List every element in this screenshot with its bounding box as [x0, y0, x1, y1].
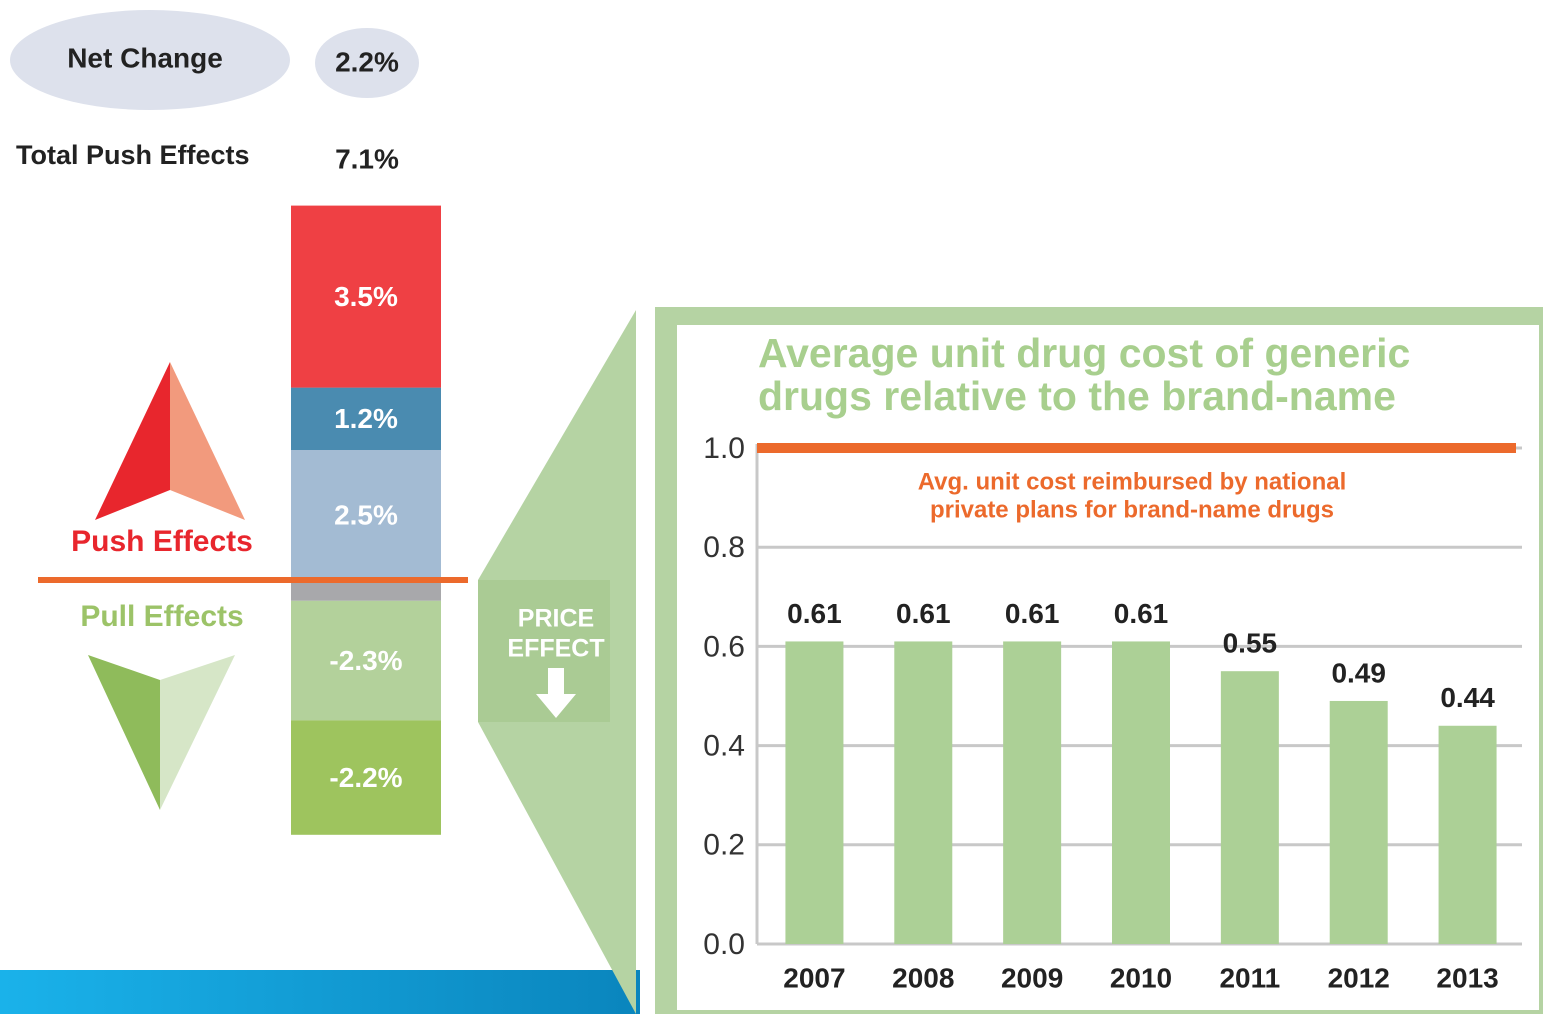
chart-title: Average unit drug cost of generic — [758, 330, 1410, 376]
y-tick-label: 0.2 — [703, 829, 745, 862]
value-label: -2.3% — [329, 645, 402, 676]
axis-line — [38, 577, 468, 583]
value-label: 2.5% — [334, 499, 398, 530]
bar — [1438, 725, 1497, 944]
pull-arrow — [160, 655, 235, 810]
value-label: 1.2% — [334, 403, 398, 434]
bar-segment — [291, 387, 441, 450]
net-change-value-bubble — [315, 28, 419, 98]
bar-segment — [291, 720, 441, 835]
y-tick-label: 1.0 — [703, 432, 745, 465]
value-label: -2.2% — [329, 762, 402, 793]
bar-segment — [291, 580, 441, 601]
bar — [1112, 641, 1170, 944]
bar — [1329, 700, 1388, 944]
push-label: Push Effects — [71, 525, 253, 558]
y-tick-label: 0.8 — [703, 531, 745, 564]
x-tick-label: 2008 — [892, 962, 954, 993]
reference-line — [757, 443, 1516, 453]
bar — [1220, 671, 1279, 944]
y-tick-label: 0.0 — [703, 928, 745, 961]
reference-label: Avg. unit cost reimbursed by national — [918, 468, 1347, 495]
stacked-bar-chart: 2.5% 1.2% 3.5% -2.3% -2.2% — [38, 205, 468, 835]
value-label: 0.49 — [1331, 657, 1386, 688]
bar — [1003, 641, 1062, 944]
bar — [785, 641, 844, 944]
value-label: 3.5% — [334, 281, 398, 312]
bar-segment — [291, 205, 441, 388]
chart-title: drugs relative to the brand-name — [758, 373, 1396, 419]
x-tick-label: 2011 — [1219, 962, 1280, 993]
pull-arrow — [88, 655, 160, 810]
value-label: 0.55 — [1223, 628, 1278, 659]
y-tick-label: 0.6 — [703, 630, 745, 663]
value-label: 0.61 — [896, 598, 951, 629]
callout-text: EFFECT — [507, 635, 604, 663]
bar — [894, 641, 953, 944]
net-change-bubble — [10, 10, 290, 110]
bar-segment — [291, 600, 441, 721]
x-tick-label: 2013 — [1436, 962, 1498, 993]
pull-label: Pull Effects — [80, 600, 243, 633]
down-arrow — [536, 668, 576, 718]
push-arrow — [170, 362, 245, 520]
net-change-label: Net Change — [67, 42, 223, 73]
reference-label: private plans for brand-name drugs — [930, 496, 1334, 523]
x-tick-label: 2007 — [783, 962, 845, 993]
value-label: 0.61 — [787, 598, 842, 629]
y-tick-label: 0.4 — [703, 730, 745, 763]
push-arrow — [95, 362, 170, 520]
value-label: 0.44 — [1440, 682, 1495, 713]
x-tick-label: 2010 — [1110, 962, 1172, 993]
x-tick-label: 2012 — [1328, 962, 1390, 993]
total-push-value: 7.1% — [335, 143, 399, 174]
bar-segment — [291, 450, 441, 580]
x-tick-label: 2009 — [1001, 962, 1063, 993]
value-label: 0.61 — [1005, 598, 1060, 629]
net-change-value: 2.2% — [335, 46, 399, 77]
footer-band — [0, 970, 640, 1014]
callout-text: PRICE — [518, 605, 594, 633]
value-label: 0.61 — [1114, 598, 1169, 629]
bar-chart: 0.0 0.2 0.4 0.6 0.8 1.0 0.61 2007 0.61 2008 0.61 20… — [703, 432, 1522, 993]
total-push-label: Total Push Effects — [16, 140, 250, 170]
